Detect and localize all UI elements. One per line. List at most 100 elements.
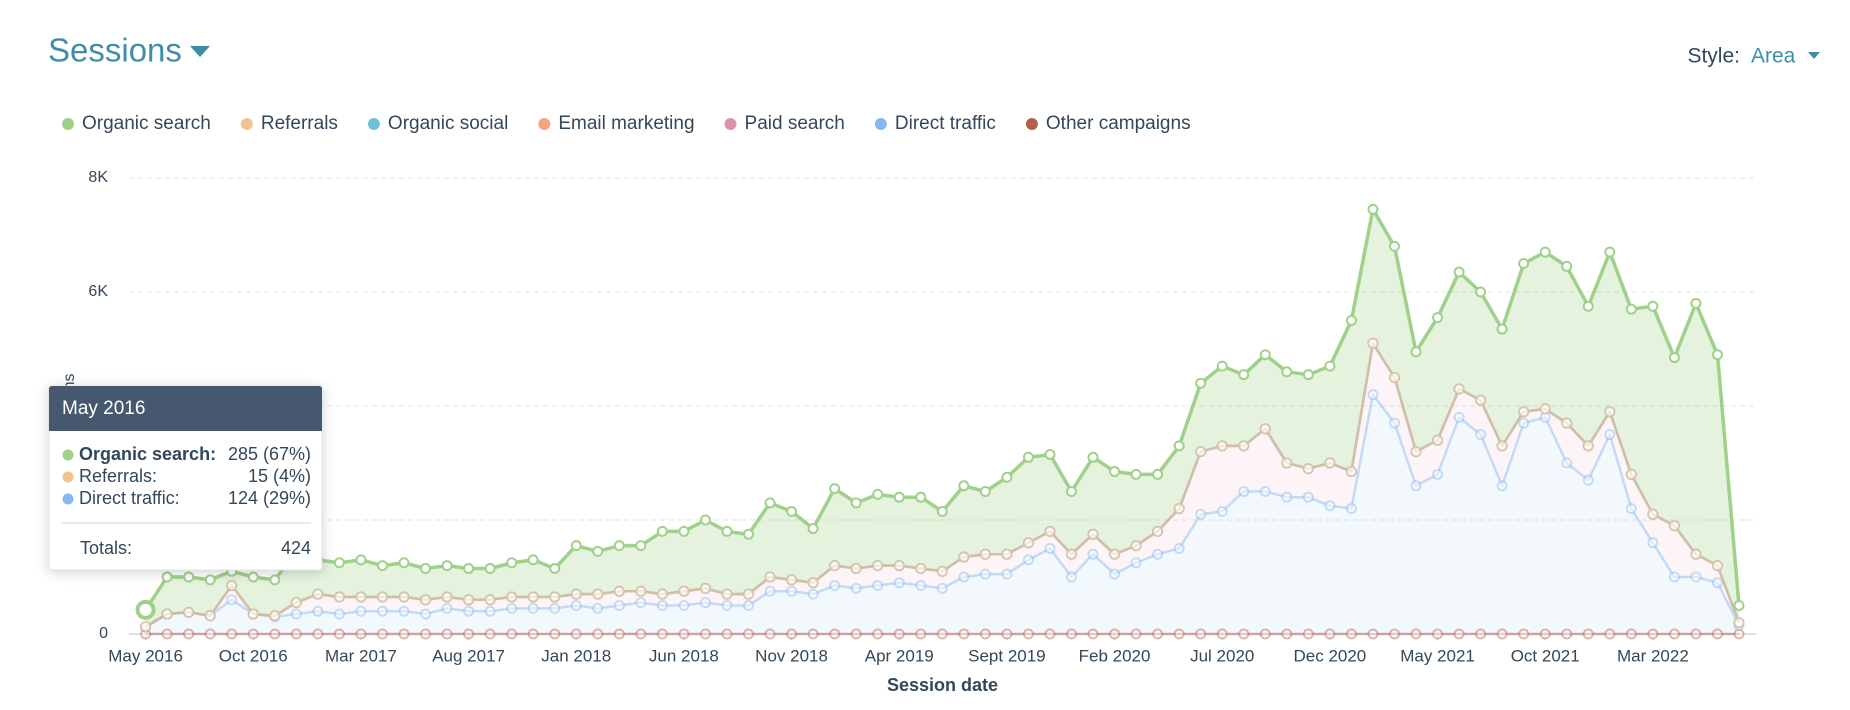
data-point (161, 608, 173, 620)
data-point (226, 580, 238, 592)
data-point (1238, 440, 1250, 452)
tooltip-row-share: (67%) (263, 444, 311, 464)
data-point (915, 562, 927, 574)
legend-label[interactable]: Organic search (82, 113, 211, 134)
data-point (247, 608, 259, 620)
data-point (936, 628, 948, 640)
data-point (1087, 528, 1099, 540)
data-point (936, 565, 948, 577)
data-point (420, 594, 432, 606)
data-point (1130, 468, 1142, 480)
data-point (549, 591, 561, 603)
data-point (592, 602, 604, 614)
data-point (1001, 548, 1013, 560)
data-point (1733, 619, 1745, 631)
data-point (1259, 423, 1271, 435)
x-tick-label: Jan 2018 (541, 646, 611, 665)
data-point (979, 486, 991, 497)
data-point (807, 577, 819, 589)
tooltip-header (49, 386, 322, 431)
data-point (355, 628, 367, 640)
legend-label[interactable]: Direct traffic (895, 113, 996, 134)
data-point (506, 628, 518, 640)
data-point (699, 582, 711, 594)
data-point (1410, 446, 1422, 458)
chart-title[interactable]: Sessions (48, 32, 182, 69)
data-point (1475, 286, 1487, 298)
data-point (1518, 406, 1530, 418)
data-point (1518, 406, 1530, 418)
data-point (506, 602, 518, 614)
data-point (1152, 525, 1164, 537)
data-point (1604, 406, 1616, 418)
data-point (1604, 406, 1616, 418)
data-point (1539, 246, 1551, 258)
data-point (1109, 548, 1121, 560)
data-point (1130, 540, 1142, 552)
data-point (1539, 403, 1551, 415)
data-point (484, 594, 496, 606)
data-point (247, 608, 259, 620)
data-point (1022, 554, 1034, 566)
data-point (656, 588, 668, 600)
data-point (1475, 394, 1487, 406)
data-point (1367, 337, 1379, 349)
data-point (1582, 440, 1594, 452)
x-tick-label: Jul 2020 (1190, 646, 1254, 665)
data-point (1302, 369, 1314, 381)
data-point (1152, 628, 1164, 640)
data-point (850, 497, 862, 509)
data-point (1022, 537, 1034, 549)
data-point (1367, 337, 1379, 349)
data-point (1044, 525, 1056, 537)
legend-label[interactable]: Other campaigns (1046, 113, 1191, 134)
data-point (699, 597, 711, 609)
data-point (1044, 525, 1056, 537)
data-point (743, 628, 755, 640)
legend-label[interactable]: Organic social (388, 113, 508, 134)
style-label: Style: (1687, 45, 1740, 68)
data-point (355, 554, 367, 566)
data-point (829, 580, 841, 592)
data-point (1216, 440, 1228, 452)
data-point (721, 588, 733, 600)
data-point (549, 628, 561, 640)
data-point (1152, 548, 1164, 560)
data-point (1367, 337, 1379, 349)
data-point (699, 582, 711, 594)
data-point (355, 591, 367, 603)
data-point (1582, 440, 1594, 452)
data-point (269, 610, 281, 622)
legend-label[interactable]: Referrals (261, 113, 338, 134)
data-point (1453, 383, 1465, 395)
data-point (1496, 323, 1508, 335)
data-point (140, 620, 152, 632)
data-point (850, 562, 862, 574)
style-caret[interactable] (1808, 52, 1820, 59)
legend-label[interactable]: Paid search (745, 113, 845, 134)
style-value[interactable]: Area (1751, 45, 1796, 68)
data-point (1453, 411, 1465, 423)
data-point (1711, 560, 1723, 572)
data-point (1432, 312, 1444, 324)
series-line (144, 342, 1741, 628)
legend-label[interactable]: Email marketing (558, 113, 694, 134)
data-point (1173, 503, 1185, 515)
data-point (1195, 446, 1207, 458)
data-point (1109, 548, 1121, 560)
data-point (1216, 440, 1228, 452)
data-point (1625, 503, 1637, 515)
data-point (506, 591, 518, 603)
data-point (1496, 480, 1508, 492)
title-caret[interactable] (190, 46, 210, 57)
data-point (398, 605, 410, 617)
data-point (786, 628, 798, 640)
tooltip-row-name: Referrals: (79, 466, 157, 486)
data-point (247, 608, 259, 620)
data-point (506, 591, 518, 603)
x-tick-label: May 2021 (1400, 646, 1475, 665)
data-point (829, 560, 841, 572)
data-point (1259, 423, 1271, 435)
data-point (958, 571, 970, 583)
data-point (1216, 440, 1228, 452)
